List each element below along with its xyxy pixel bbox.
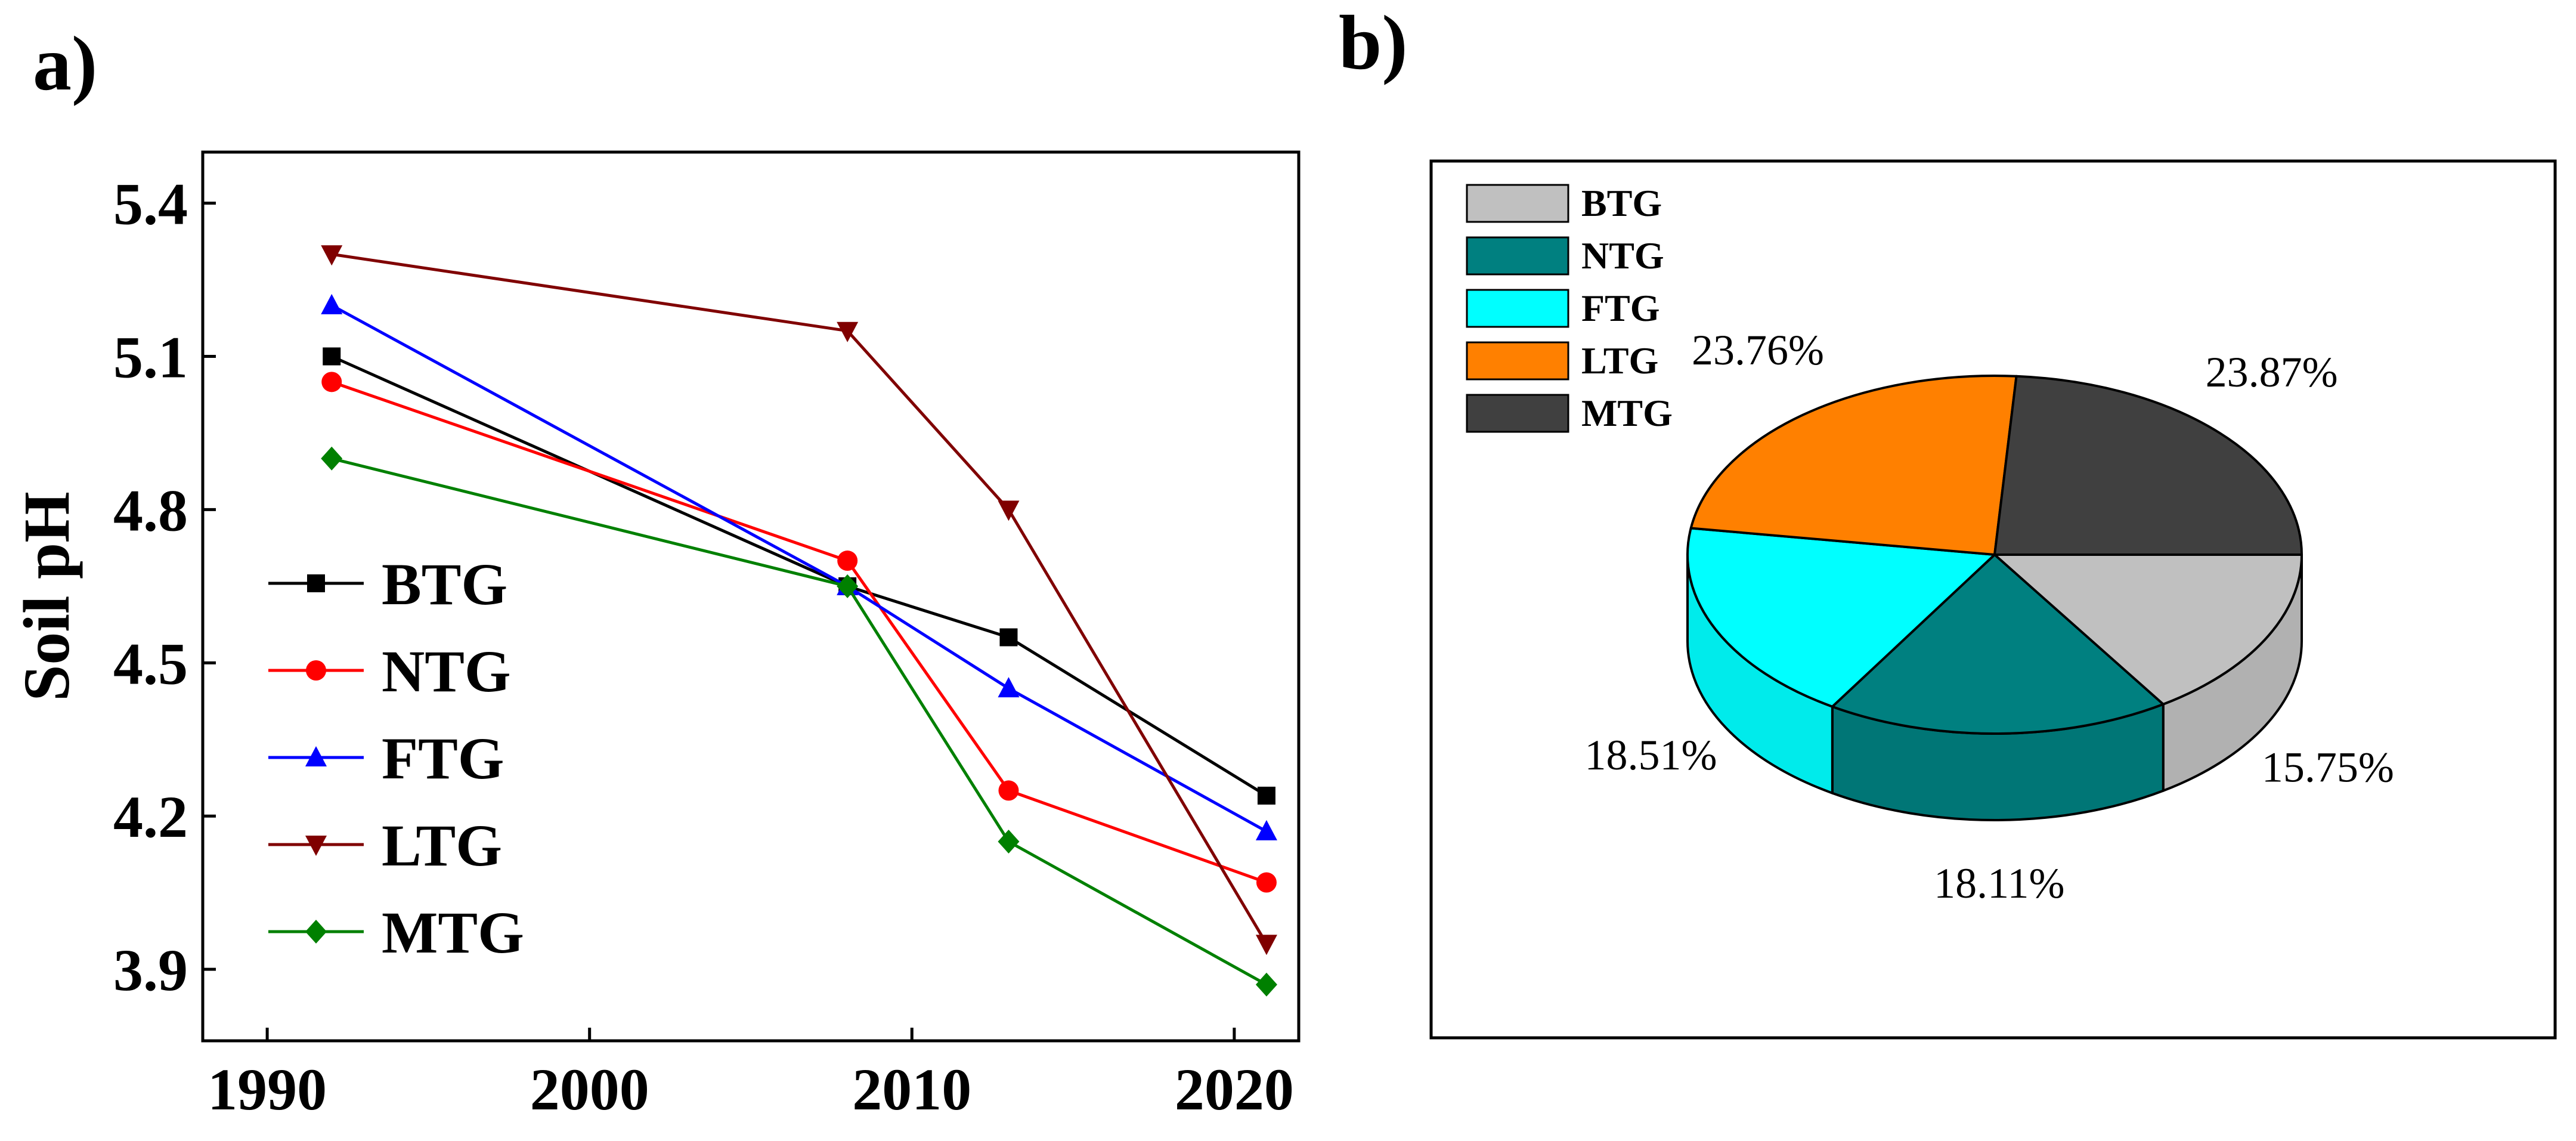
y-tick-label: 4.2 — [113, 784, 188, 850]
y-tick-label: 4.8 — [113, 477, 188, 543]
pie-legend-swatch — [1466, 289, 1569, 328]
pie-legend-item-ntg: NTG — [1466, 234, 1664, 277]
legend-label: LTG — [382, 812, 502, 879]
pie-legend-item-mtg: MTG — [1466, 392, 1673, 434]
x-axis-ticks: 1990 2000 2010 2020 — [208, 1028, 1294, 1123]
series-ltg — [321, 245, 1277, 956]
legend-label: FTG — [382, 725, 504, 791]
pie-label-ntg: 18.11% — [1934, 859, 2064, 907]
pie-legend-label: MTG — [1581, 392, 1673, 434]
data-point-btg — [323, 347, 341, 366]
panel-label-a: a) — [33, 21, 97, 107]
series-line-ltg — [331, 252, 1268, 945]
legend-item-btg: BTG — [268, 551, 507, 617]
legend-item-mtg: MTG — [268, 899, 524, 966]
pie-label-btg: 15.75% — [2262, 744, 2394, 791]
data-point-ntg — [1256, 872, 1277, 893]
y-axis-label: Soil pH — [10, 491, 83, 701]
data-point-ntg — [837, 551, 858, 571]
data-point-btg — [1257, 786, 1275, 805]
data-point-mtg — [1255, 972, 1277, 997]
series-mtg — [321, 446, 1277, 997]
pie-legend-swatch — [1466, 394, 1569, 433]
data-point-ftg — [1255, 820, 1277, 840]
legend-marker — [305, 920, 327, 944]
pie-legend-item-ftg: FTG — [1466, 287, 1660, 329]
x-tick-label: 2020 — [1175, 1056, 1294, 1123]
y-axis-ticks: 3.9 4.2 4.5 4.8 5.1 5.4 — [113, 171, 216, 1003]
legend-item-ltg: LTG — [268, 812, 502, 879]
data-point-ntg — [321, 372, 342, 392]
pie-slice-ftg — [1686, 527, 1996, 708]
legend-label: BTG — [382, 551, 507, 617]
data-point-ltg — [837, 321, 859, 342]
pie-label-ftg: 18.51% — [1585, 731, 1717, 779]
pie-legend-swatch — [1466, 236, 1569, 276]
x-tick-label: 2010 — [852, 1056, 971, 1123]
pie-chart: 15.75% 18.11% 18.51% 23.76% 23.87% BTG NTG FTG… — [1429, 159, 2557, 1040]
line-series-group — [321, 245, 1277, 997]
data-point-ftg — [321, 293, 343, 314]
pie-chart-frame — [1429, 159, 2557, 1040]
y-tick-label: 5.4 — [113, 171, 188, 237]
pie-legend-item-btg: BTG — [1466, 182, 1662, 224]
x-tick-label: 1990 — [208, 1056, 327, 1123]
pie-legend-swatch — [1466, 341, 1569, 381]
series-ntg — [321, 372, 1277, 893]
line-legend: BTG NTG FTG LTG MTG — [268, 551, 524, 966]
legend-item-ftg: FTG — [268, 725, 504, 791]
pie-legend-label: NTG — [1581, 234, 1664, 277]
series-line-ntg — [331, 380, 1267, 884]
data-point-ftg — [998, 677, 1020, 698]
legend-marker — [305, 836, 327, 856]
pie-slice-mtg — [1993, 375, 2303, 556]
legend-label: MTG — [382, 899, 524, 966]
legend-item-ntg: NTG — [268, 638, 511, 704]
pie-labels: 15.75% 18.11% 18.51% 23.76% 23.87% — [1585, 326, 2394, 907]
y-tick-label: 4.5 — [113, 630, 188, 697]
pie-slice-ntg — [1831, 554, 2165, 735]
y-tick-label: 5.1 — [113, 324, 188, 391]
pie-legend-label: LTG — [1581, 339, 1658, 382]
legend-marker — [305, 746, 327, 766]
y-tick-label: 3.9 — [113, 937, 188, 1003]
legend-label: NTG — [382, 638, 511, 704]
legend-marker — [306, 660, 326, 681]
pie-label-ltg: 23.76% — [1692, 326, 1824, 374]
x-tick-label: 2000 — [530, 1056, 649, 1123]
pie-legend: BTG NTG FTG LTG MTG — [1466, 182, 1673, 434]
data-point-ntg — [998, 780, 1019, 801]
data-point-btg — [999, 628, 1018, 647]
data-point-ltg — [321, 245, 343, 266]
data-point-ltg — [1255, 935, 1277, 956]
series-line-ftg — [331, 304, 1268, 833]
pie-slice-btg — [1993, 554, 2303, 706]
pie-legend-item-ltg: LTG — [1466, 339, 1658, 382]
series-line-mtg — [331, 457, 1268, 986]
panel-label-b: b) — [1339, 0, 1408, 86]
pie-slice-ltg — [1689, 375, 2018, 556]
line-chart-frame — [201, 150, 1301, 1043]
pie-label-mtg: 23.87% — [2206, 348, 2338, 396]
legend-marker — [307, 574, 325, 592]
data-point-mtg — [837, 574, 859, 598]
pie-body — [1686, 375, 2303, 821]
pie-legend-label: BTG — [1581, 182, 1662, 224]
data-point-mtg — [998, 830, 1020, 854]
data-point-ltg — [998, 500, 1020, 521]
data-point-mtg — [321, 446, 343, 471]
pie-legend-swatch — [1466, 184, 1569, 223]
line-chart: Soil pH 1990 2000 2010 2020 3.9 4.2 4.5 4.8 5.1… — [10, 150, 1301, 1123]
pie-legend-label: FTG — [1581, 287, 1660, 329]
